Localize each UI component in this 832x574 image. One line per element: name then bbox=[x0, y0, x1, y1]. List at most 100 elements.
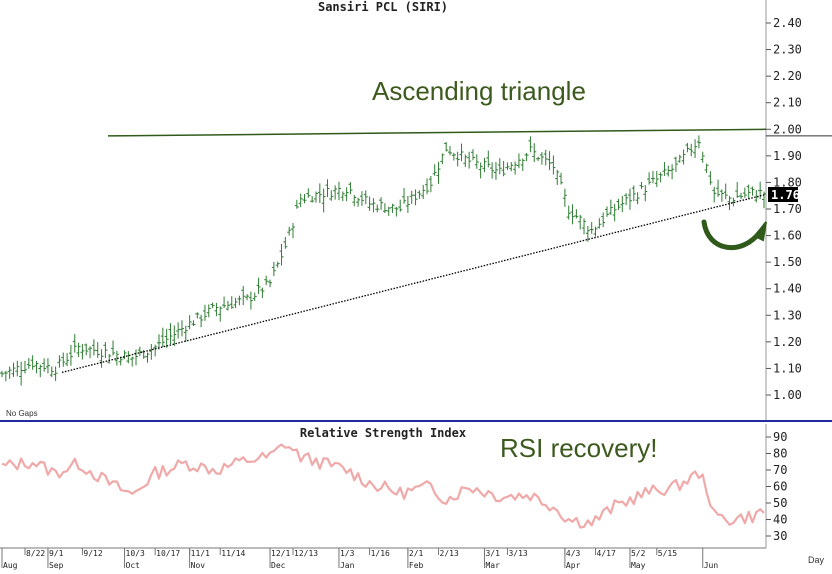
x-axis: 8/22 9/1 9/12 10/3 10/17 11/1 11/14 12/1 12/13 1/… bbox=[1, 548, 718, 570]
price-bar bbox=[654, 171, 659, 187]
price-y-tick-label: 1.20 bbox=[773, 335, 802, 349]
price-bar bbox=[693, 139, 698, 158]
price-bar bbox=[191, 320, 196, 326]
price-bar bbox=[493, 162, 498, 180]
price-bar bbox=[566, 205, 571, 220]
price-bar bbox=[202, 304, 207, 321]
price-bar bbox=[114, 350, 119, 366]
price-bar bbox=[80, 344, 85, 360]
price-bar bbox=[444, 142, 449, 152]
x-date-label: 10/3 bbox=[126, 549, 145, 558]
price-bar bbox=[612, 203, 617, 222]
price-bar bbox=[302, 194, 307, 204]
price-panel bbox=[0, 0, 766, 420]
price-bar bbox=[206, 304, 211, 318]
price-bar bbox=[248, 291, 253, 310]
rsi-y-tick-label: 60 bbox=[773, 480, 787, 494]
price-bar bbox=[589, 222, 594, 234]
price-bar bbox=[624, 193, 629, 206]
price-bar bbox=[348, 182, 353, 195]
price-bar bbox=[264, 275, 269, 286]
price-bar bbox=[153, 344, 158, 357]
price-bar bbox=[340, 191, 345, 202]
x-month-label: Oct bbox=[126, 561, 141, 570]
price-bar bbox=[156, 334, 161, 350]
price-bar bbox=[402, 188, 407, 204]
price-bar bbox=[260, 287, 265, 299]
price-bar bbox=[673, 156, 678, 172]
price-bar bbox=[712, 186, 717, 203]
price-bar bbox=[122, 350, 127, 360]
price-bar bbox=[241, 285, 246, 306]
price-bar bbox=[57, 355, 62, 368]
price-bar bbox=[222, 296, 227, 308]
price-bar bbox=[313, 191, 318, 203]
price-bar bbox=[742, 187, 747, 198]
price-bar bbox=[578, 214, 583, 230]
rsi-y-tick-label: 30 bbox=[773, 529, 787, 543]
price-bar bbox=[91, 339, 96, 356]
price-bar bbox=[382, 203, 387, 214]
x-date-label: 3/13 bbox=[508, 549, 527, 558]
price-bar bbox=[252, 292, 257, 301]
price-bar bbox=[61, 352, 66, 367]
support-line bbox=[61, 193, 767, 374]
price-bar bbox=[478, 162, 483, 179]
price-y-tick-label: 2.40 bbox=[773, 16, 802, 30]
price-bar bbox=[639, 181, 644, 190]
x-month-label: Aug bbox=[3, 561, 18, 570]
price-bar bbox=[570, 204, 575, 225]
resistance-line bbox=[107, 128, 767, 137]
price-bar bbox=[451, 152, 456, 161]
x-date-label: 9/12 bbox=[83, 549, 102, 558]
price-bar bbox=[413, 189, 418, 206]
price-bar bbox=[704, 163, 709, 173]
price-bar bbox=[187, 315, 192, 330]
price-bar bbox=[256, 277, 261, 294]
price-bar bbox=[662, 162, 667, 176]
price-bar bbox=[321, 188, 326, 213]
x-date-label: 10/17 bbox=[156, 549, 180, 558]
price-bar bbox=[685, 142, 690, 153]
price-bar bbox=[658, 172, 663, 183]
price-bar bbox=[88, 346, 93, 359]
price-bar bbox=[287, 226, 292, 236]
price-bar bbox=[727, 196, 732, 211]
price-bar bbox=[547, 151, 552, 171]
price-y-tick-label: 1.10 bbox=[773, 361, 802, 375]
price-bar bbox=[390, 203, 395, 213]
price-bar bbox=[95, 342, 100, 358]
price-y-tick-label: 2.10 bbox=[773, 96, 802, 110]
price-bar bbox=[291, 222, 296, 239]
price-bar bbox=[708, 171, 713, 185]
rsi-chart-title: Relative Strength Index bbox=[300, 426, 466, 440]
price-bar bbox=[696, 135, 701, 149]
price-bar bbox=[210, 302, 215, 309]
price-bar bbox=[463, 154, 468, 168]
x-date-label: 1/16 bbox=[371, 549, 390, 558]
price-bar bbox=[559, 172, 564, 185]
price-bar bbox=[585, 225, 590, 242]
price-bar bbox=[425, 178, 430, 195]
price-bar bbox=[620, 195, 625, 213]
price-bar bbox=[719, 189, 724, 202]
price-bar bbox=[164, 328, 169, 348]
price-bar bbox=[49, 366, 54, 378]
price-bar bbox=[716, 179, 721, 197]
price-bar bbox=[42, 358, 47, 372]
price-bar bbox=[597, 218, 602, 229]
price-bar bbox=[409, 190, 414, 204]
price-y-tick-label: 2.00 bbox=[773, 122, 802, 136]
price-y-tick-label: 1.80 bbox=[773, 175, 802, 189]
price-bar bbox=[344, 187, 349, 202]
price-bar bbox=[7, 366, 12, 379]
price-y-axis: 2.40 2.30 2.20 2.10 2.00 1.90 1.80 1.70 1.60 1.50… bbox=[766, 16, 802, 402]
x-date-label: 12/13 bbox=[294, 549, 318, 558]
price-bar bbox=[379, 197, 384, 210]
price-bar bbox=[501, 160, 506, 177]
price-bar bbox=[631, 185, 636, 202]
price-bar bbox=[643, 185, 648, 202]
price-bar bbox=[218, 306, 223, 322]
price-y-tick-label: 1.40 bbox=[773, 282, 802, 296]
